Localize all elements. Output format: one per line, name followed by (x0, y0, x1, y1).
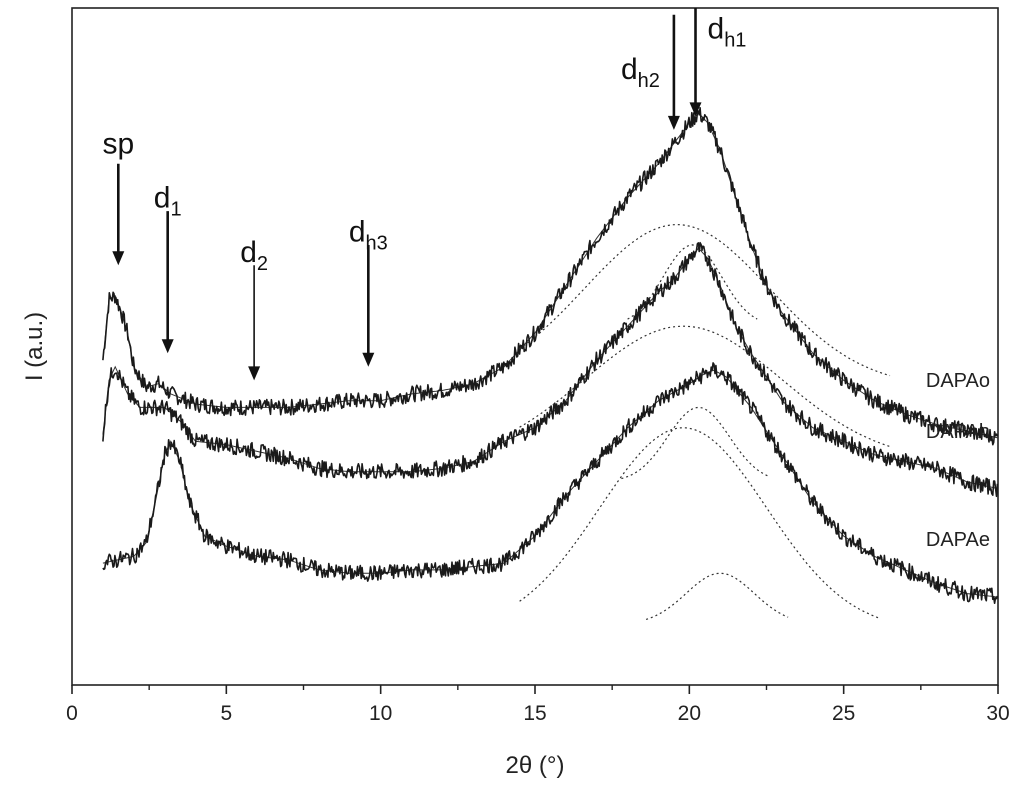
x-tick-label: 5 (220, 702, 232, 725)
x-tick-label: 20 (678, 702, 701, 725)
fitted-peak-6 (645, 572, 789, 620)
series-label-dapao: DAPAo (926, 370, 990, 392)
x-axis: 0 5 10 15 20 25 30 (66, 685, 1010, 725)
peak-label-dh3: dh3 (349, 216, 388, 255)
x-axis-title: 2θ (°) (506, 752, 565, 779)
fitted-peak-5 (519, 427, 881, 620)
fitted-peak-3 (519, 325, 891, 448)
x-tick-label: 15 (523, 702, 546, 725)
peak-arrow-head (667, 115, 680, 130)
series-label-dapae: DAPAe (926, 529, 990, 551)
peak-label-dh2: dh2 (621, 53, 660, 92)
x-tick-label: 25 (832, 702, 855, 725)
series-line-dapah (102, 241, 999, 498)
peak-arrow-head (248, 366, 261, 381)
peak-arrow-head (689, 102, 702, 117)
x-tick-label: 10 (369, 702, 392, 725)
peak-label-dh1: dh1 (708, 12, 747, 51)
peak-arrow-head (112, 251, 125, 266)
x-tick-label: 0 (66, 702, 78, 725)
series-line-dapao (102, 107, 999, 446)
plot-area: DAPAo DAPAh DAPAe (71, 7, 999, 686)
fitted-peak-4 (621, 406, 770, 480)
series-label-dapah: DAPAh (926, 421, 990, 443)
fitted-peak-2 (627, 244, 758, 320)
peak-label-sp: sp (102, 128, 134, 161)
plot-frame (71, 7, 999, 686)
fitted-peak-1 (519, 223, 891, 377)
x-tick-label: 30 (986, 702, 1009, 725)
peak-arrow-head (161, 339, 174, 354)
series-line-dapae (102, 362, 999, 604)
y-axis-title: I (a.u.) (21, 312, 48, 381)
peak-arrow-head (362, 352, 375, 367)
